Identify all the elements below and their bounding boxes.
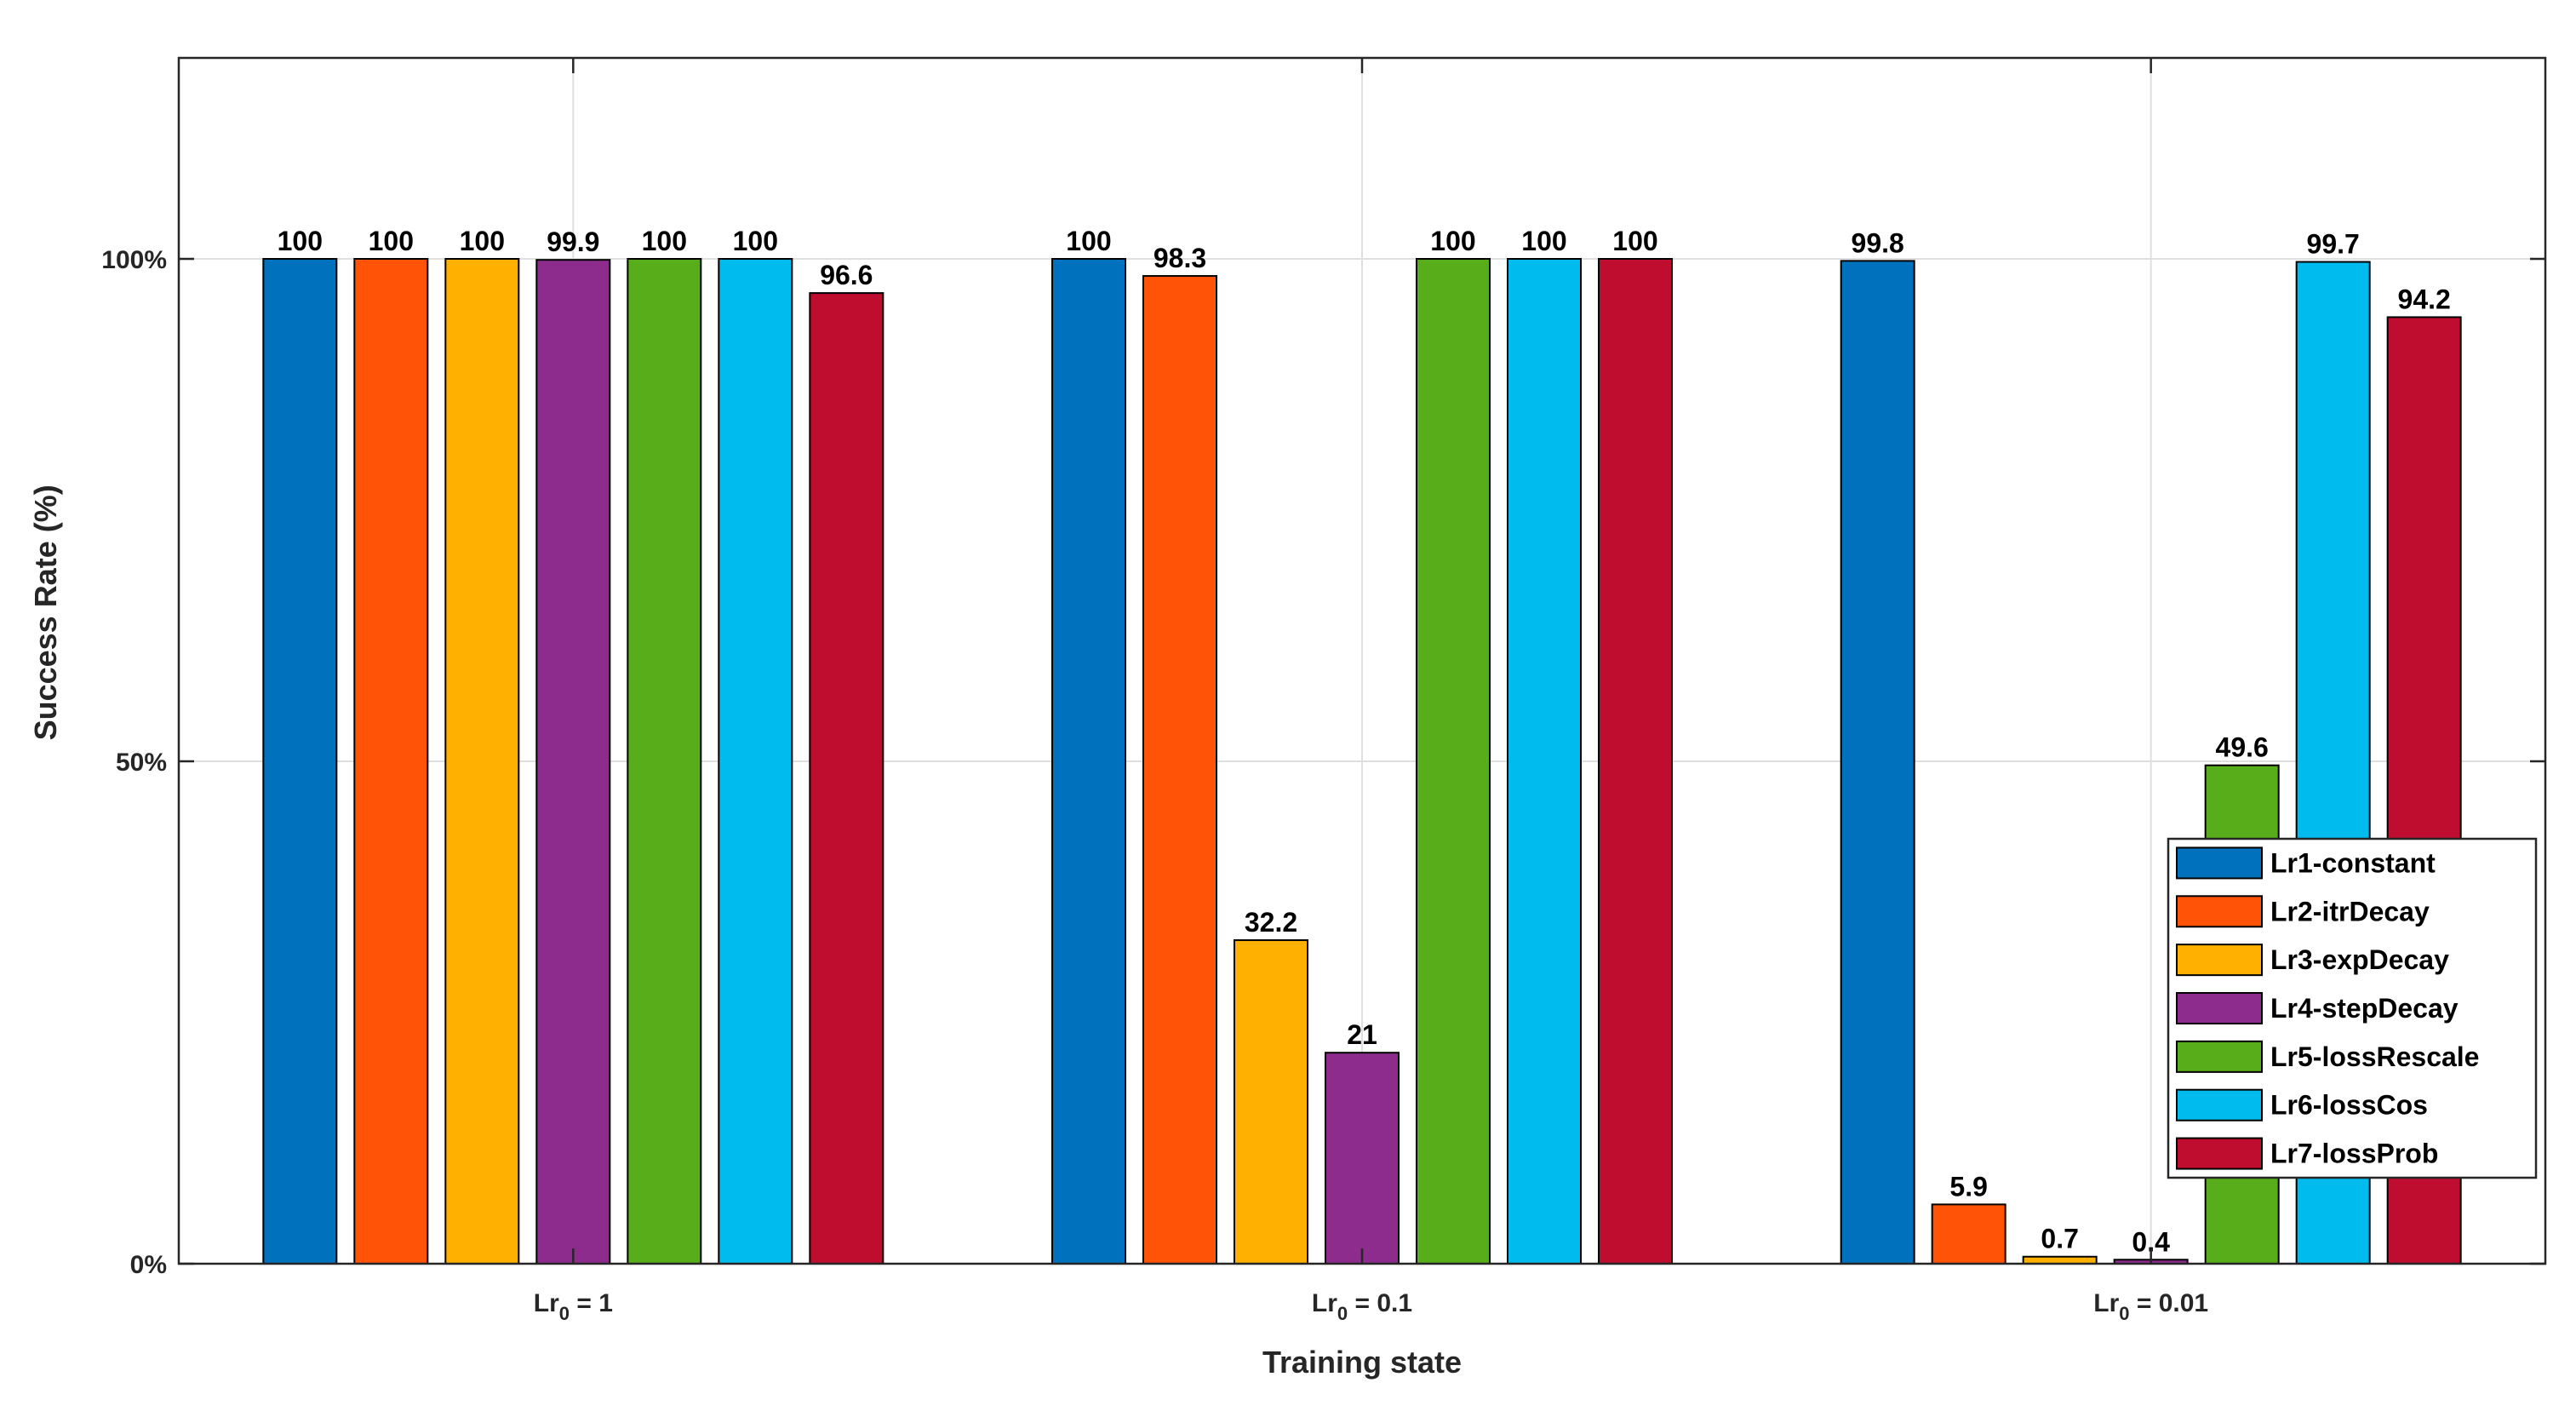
legend-label-5: Lr5-lossRescale	[2270, 1041, 2479, 1072]
x-tick-label-subscript: 0	[1337, 1303, 1348, 1324]
bar-label-5-cat-1: 100	[642, 226, 687, 256]
bar-label-2-cat-1: 100	[369, 226, 414, 256]
x-tick-label-base: Lr	[1312, 1289, 1337, 1317]
legend-label-2: Lr2-itrDecay	[2270, 896, 2430, 926]
bar-2-cat-3	[1931, 1203, 2006, 1265]
legend: Lr1-constant Lr2-itrDecay Lr3-expDecay Lr4-…	[2167, 837, 2538, 1179]
bar-label-1-cat-1: 100	[278, 226, 323, 256]
legend-label-6: Lr6-lossCos	[2270, 1090, 2428, 1121]
x-tick-label-base: Lr	[534, 1289, 559, 1317]
legend-swatch-4	[2176, 992, 2263, 1024]
bar-3-cat-1	[444, 258, 520, 1265]
x-tick-label-rest: = 1	[570, 1289, 613, 1317]
bar-label-3-cat-3: 0.7	[2041, 1224, 2078, 1254]
bar-label-7-cat-1: 96.6	[820, 260, 873, 290]
x-tick-label-2: Lr0 = 0.1	[1312, 1289, 1412, 1324]
bar-1-cat-1	[262, 258, 338, 1265]
bar-1-cat-2	[1051, 258, 1126, 1265]
bar-6-cat-2	[1507, 258, 1582, 1265]
x-tick-label-rest: = 0.01	[2130, 1289, 2209, 1317]
bar-label-2-cat-2: 98.3	[1153, 243, 1206, 273]
axes	[177, 56, 2547, 1265]
bar-value-labels: 100 100 100 99.9 100 100 96.6 100 98.3 32.2 21 100 1…	[278, 226, 2451, 1257]
x-tick-label-1: Lr0 = 1	[534, 1289, 613, 1324]
bars	[262, 258, 2462, 1265]
bar-2-cat-1	[353, 258, 429, 1265]
y-tick-label-0: 0%	[130, 1251, 167, 1279]
legend-swatch-7	[2176, 1137, 2263, 1170]
bar-5-cat-1	[627, 258, 702, 1265]
legend-label-7: Lr7-lossProb	[2270, 1139, 2438, 1169]
legend-label-1: Lr1-constant	[2270, 847, 2436, 878]
bar-3-cat-2	[1234, 939, 1308, 1265]
legend-swatch-6	[2176, 1088, 2263, 1122]
bar-5-cat-2	[1416, 258, 1491, 1265]
x-tick-label-3: Lr0 = 0.01	[2093, 1289, 2208, 1324]
y-tick-label-2: 100%	[101, 246, 167, 274]
y-tick-labels: 0% 50% 100%	[101, 246, 167, 1279]
bar-7-cat-1	[809, 292, 884, 1265]
bar-label-6-cat-2: 100	[1521, 226, 1566, 256]
legend-swatch-5	[2176, 1040, 2263, 1073]
bar-label-4-cat-1: 99.9	[547, 227, 599, 257]
bar-4-cat-1	[535, 259, 611, 1265]
x-tick-label-rest: = 0.1	[1348, 1289, 1412, 1317]
bar-label-2-cat-3: 5.9	[1949, 1171, 1987, 1202]
bar-label-7-cat-3: 94.2	[2398, 284, 2451, 314]
x-tick-labels: Lr0 = 1 Lr0 = 0.1 Lr0 = 0.01	[534, 1289, 2208, 1324]
x-tick-label-base: Lr	[2093, 1289, 2119, 1317]
x-tick-label-subscript: 0	[2119, 1303, 2129, 1324]
legend-swatch-3	[2176, 944, 2263, 977]
legend-swatch-2	[2176, 895, 2263, 928]
x-axis-label: Training state	[1262, 1345, 1462, 1380]
bar-label-6-cat-1: 100	[733, 226, 778, 256]
bar-label-3-cat-2: 32.2	[1245, 907, 1297, 938]
bar-7-cat-2	[1598, 258, 1673, 1265]
legend-label-4: Lr4-stepDecay	[2270, 993, 2459, 1024]
bar-label-1-cat-3: 99.8	[1852, 227, 1904, 258]
x-tick-label-subscript: 0	[559, 1303, 570, 1324]
bar-label-3-cat-1: 100	[460, 226, 505, 256]
bar-label-1-cat-2: 100	[1066, 226, 1111, 256]
bar-1-cat-3	[1840, 260, 1915, 1265]
y-tick-label-1: 50%	[116, 749, 167, 777]
bar-label-6-cat-3: 99.7	[2307, 229, 2360, 260]
y-axis-label: Success Rate (%)	[28, 485, 63, 740]
bar-2-cat-2	[1142, 275, 1217, 1265]
bar-label-7-cat-2: 100	[1612, 226, 1657, 256]
bar-label-5-cat-2: 100	[1430, 226, 1475, 256]
bar-label-5-cat-3: 49.6	[2216, 732, 2269, 763]
legend-label-3: Lr3-expDecay	[2270, 944, 2449, 975]
bar-label-4-cat-2: 21	[1347, 1019, 1377, 1050]
bar-4-cat-2	[1325, 1052, 1400, 1265]
bar-6-cat-1	[718, 258, 793, 1265]
legend-swatch-1	[2176, 846, 2263, 880]
